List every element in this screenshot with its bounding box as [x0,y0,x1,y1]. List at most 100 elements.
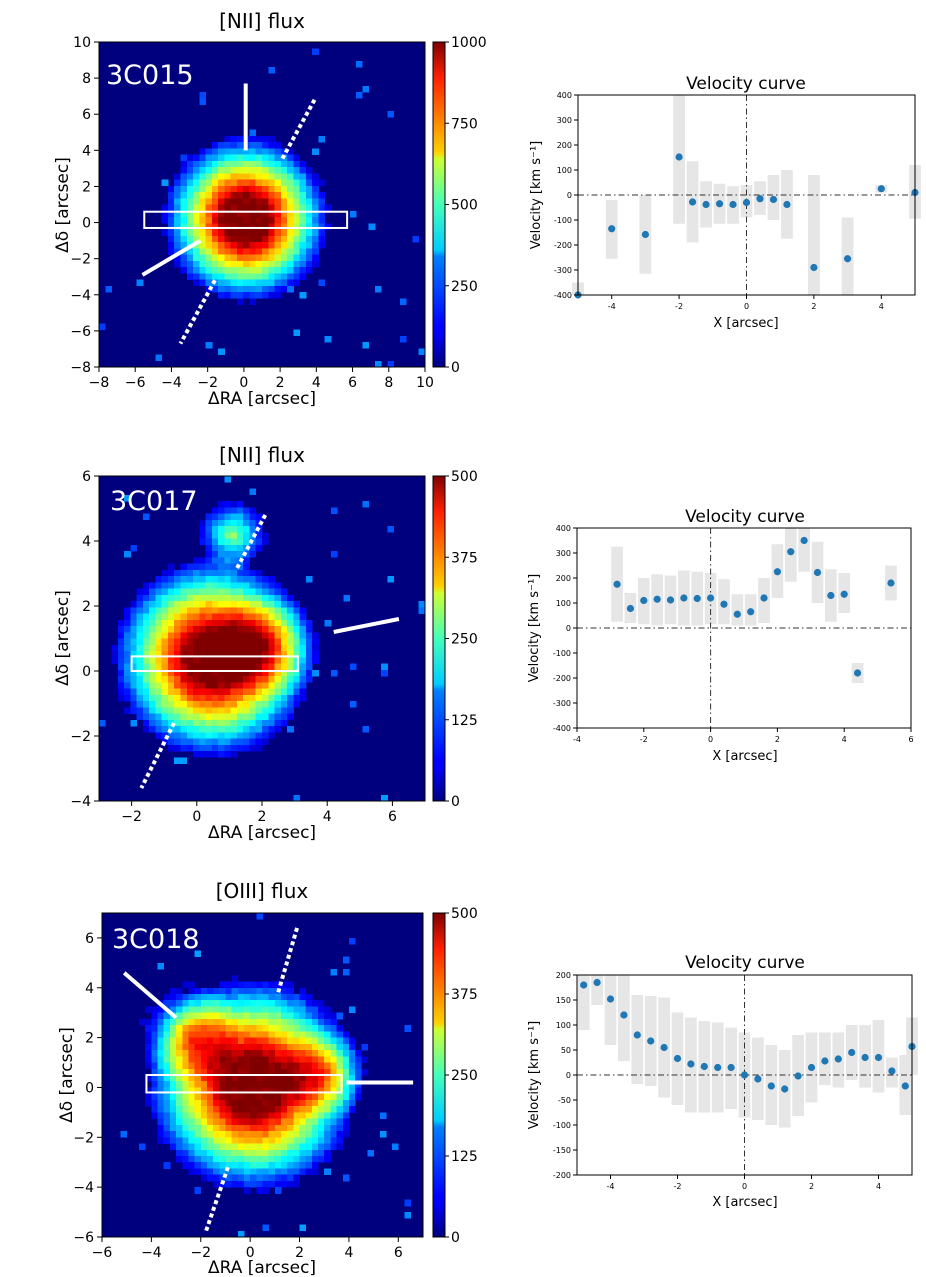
y-tick-label: -150 [553,1146,571,1155]
dotted-axis-line [234,514,268,572]
dotted-axis-line [280,98,317,161]
x-tick-label: −6 [125,375,146,391]
y-tick-label: -200 [553,674,571,683]
colorbar-tick-label: 0 [451,360,460,376]
slit-box [145,1074,343,1094]
data-point [769,195,778,204]
data-point [715,200,724,208]
data-point [874,1053,883,1062]
colorbar-tick-label: 250 [451,1068,478,1084]
y-tick-label: 0 [82,216,91,232]
colorbar-tick-label: 125 [451,713,478,729]
y-tick-label: −2 [73,1130,94,1146]
flux-pixels [99,476,426,802]
data-point [688,198,697,206]
data-point [606,995,615,1003]
data-point [673,1054,682,1063]
y-tick-label: 400 [557,91,572,100]
y-tick-label: -100 [553,649,571,658]
y-tick-label: 6 [82,469,91,485]
data-point [740,1071,749,1079]
x-tick-label: −2 [197,375,218,391]
x-tick-label: 2 [295,1245,304,1261]
x-tick-label: 4 [323,809,332,825]
plot-title: Velocity curve [685,507,805,527]
y-axis-label: Δδ [arcsec] [53,157,73,253]
error-band [808,175,820,295]
plot-title: Velocity curve [685,953,805,973]
y-tick-label: 300 [557,116,572,125]
y-tick-label: 200 [556,971,571,980]
source-label: 3C015 [106,60,194,91]
y-tick-label: 2 [85,1031,94,1047]
y-tick-label: −6 [70,324,91,340]
colorbar-tick-label: 0 [451,794,460,810]
y-tick-label: 0 [85,1080,94,1096]
data-point [613,580,621,588]
colorbar-tick-label: 375 [451,550,478,566]
y-tick-label: 0 [567,191,572,200]
data-point [675,153,683,161]
y-axis-label: Velocity [km s⁻¹] [527,574,542,682]
velocity-curve-3c018: Velocity curve -4 -2 0 2 4 -200 -150 -100 -50 0 50… [527,953,918,1210]
x-tick-label: 0 [708,735,713,744]
map-frame [101,912,424,1238]
data-point [756,195,764,203]
data-point [693,594,701,603]
dotted-axis-line [178,279,217,345]
data-point [687,1060,695,1068]
x-tick-label: −2 [121,809,142,825]
y-axis-label: Δδ [arcsec] [57,1027,77,1123]
data-point [821,1057,829,1065]
error-band [631,995,644,1084]
y-tick-label: -300 [553,699,571,708]
x-tick-label: 2 [775,735,780,744]
y-tick-label: 0 [566,1071,571,1080]
data-point [620,1011,628,1019]
data-point [787,548,795,556]
x-tick-label: 4 [876,1182,881,1191]
data-point [626,604,635,613]
x-tick-label: 2 [809,1182,814,1191]
x-tick-label: 8 [384,375,393,391]
flux-map-3c018: [OIII] flux −6 −4 −2 0 2 4 6 −6 −4 −2 0 2 4 6 0 125 250… [57,879,478,1277]
y-tick-label: −2 [70,252,91,268]
x-tick-label: 6 [388,809,397,825]
data-point [733,610,741,618]
data-point [781,1085,789,1093]
colorbar-tick-label: 500 [451,469,478,485]
map-image: −2 0 2 4 6 −4 −2 0 2 4 6 [70,469,426,825]
x-tick-label: -2 [640,735,648,744]
data-point [853,669,862,677]
y-tick-label: -200 [553,1171,571,1180]
data-point [888,1067,896,1075]
data-point [773,568,782,576]
y-tick-label: 6 [82,107,91,123]
data-point [666,596,675,604]
x-tick-label: −6 [92,1245,113,1261]
error-band [604,975,617,1045]
data-point [641,230,650,239]
x-tick-label: 4 [344,1245,353,1261]
data-point [901,1082,909,1090]
data-point [747,608,755,616]
y-tick-label: 6 [85,931,94,947]
data-point [794,1072,802,1080]
data-point [844,255,852,263]
data-point [887,579,895,587]
data-point [877,185,885,193]
x-tick-label: 0 [239,375,248,391]
y-tick-label: −4 [73,1180,94,1196]
colorbar-gradient [432,912,446,1238]
x-tick-label: -2 [674,1182,682,1191]
x-tick-label: 0 [742,1182,747,1191]
y-tick-label: -400 [554,291,572,300]
x-axis-label: ΔRA [arcsec] [208,1258,316,1277]
dotted-axis-line [275,927,299,996]
y-tick-label: -50 [558,1096,571,1105]
y-tick-label: -100 [553,1121,571,1130]
plot-body: -4 -2 0 2 4 -200 -150 -100 -50 0 50 100 150 200 [553,971,918,1191]
data-point [702,200,710,209]
flux-pixels [120,913,412,1238]
